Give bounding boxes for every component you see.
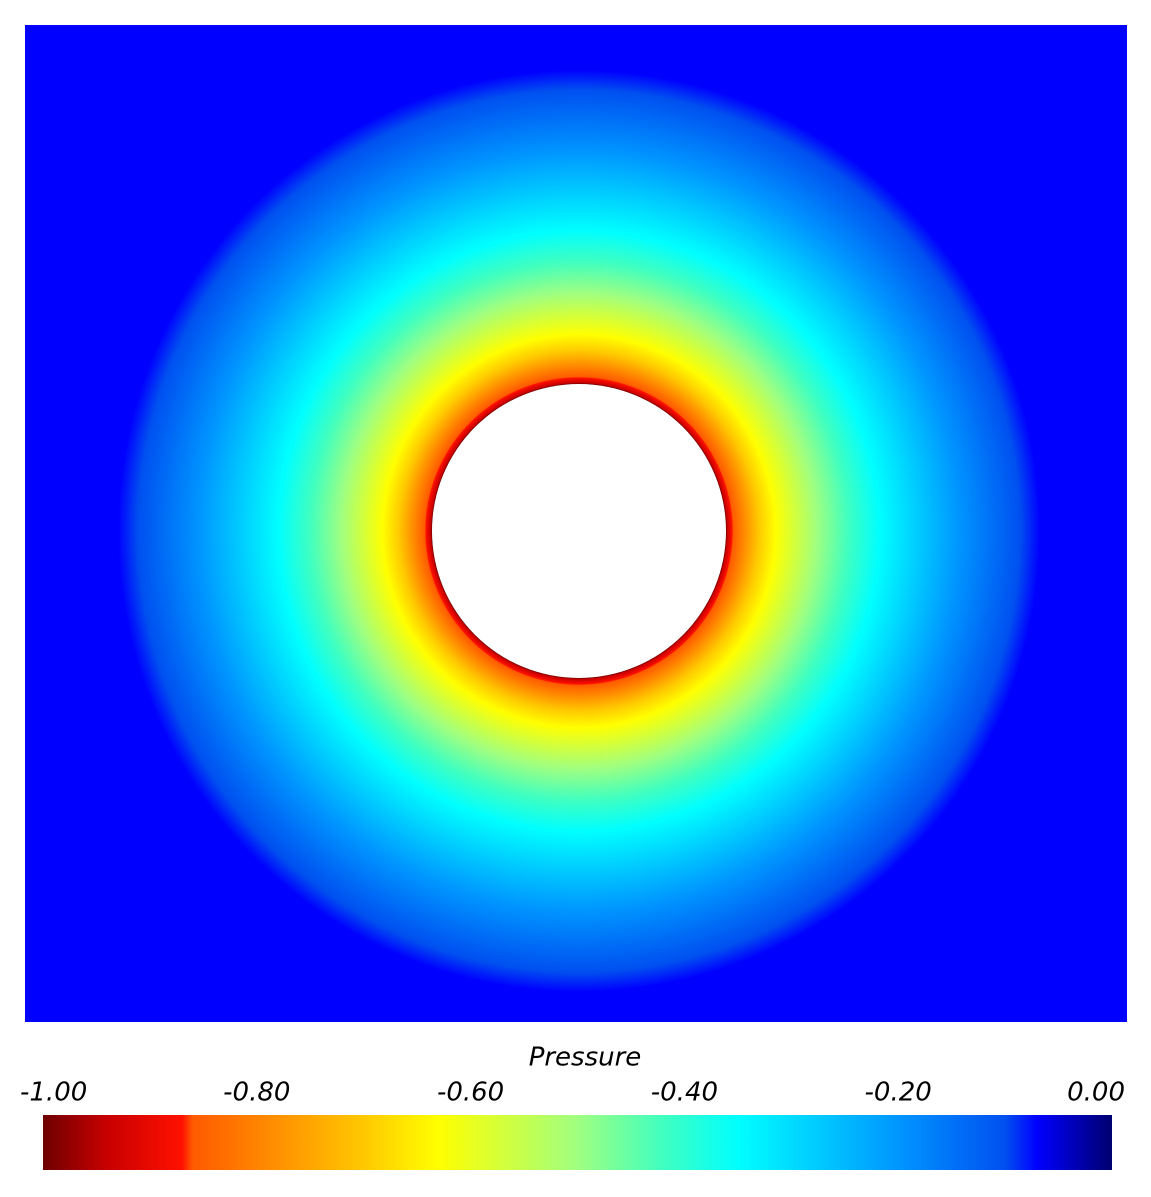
colorbar-title: Pressure: [529, 1043, 642, 1073]
colorbar-tick-label: 0.00: [1067, 1078, 1125, 1108]
colorbar-tick-label: -1.00: [20, 1078, 87, 1108]
hole: [432, 384, 726, 678]
colorbar-tick-label: -0.20: [865, 1078, 932, 1108]
colorbar-tick-label: -0.80: [223, 1078, 290, 1108]
colorbar: [43, 1115, 1112, 1170]
colorbar-tick-label: -0.60: [437, 1078, 504, 1108]
colorbar-tick-label: -0.40: [651, 1078, 718, 1108]
